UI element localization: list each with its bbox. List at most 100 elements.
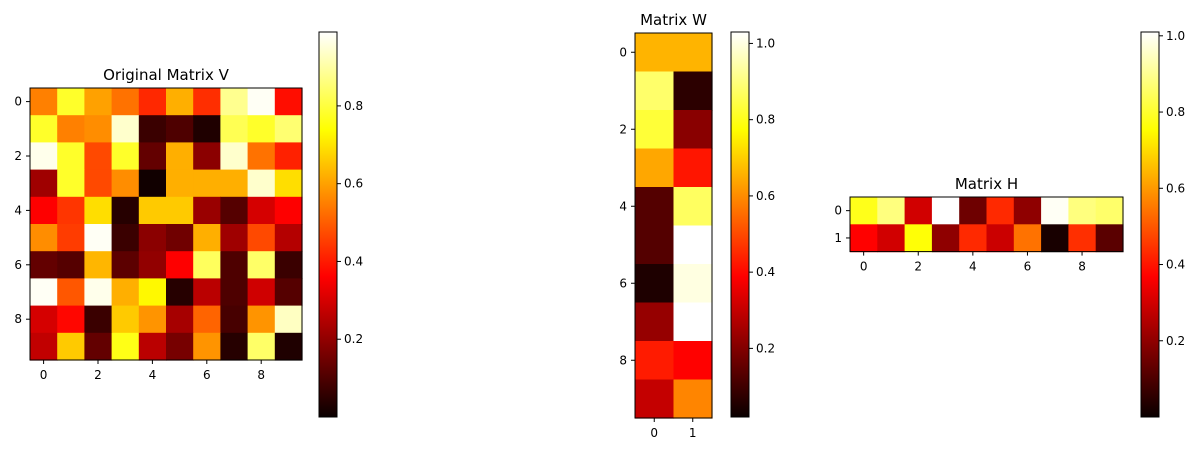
colorbar-tick-label: 0.6 [756,189,775,203]
heatmap-cell-2-1-6 [1013,224,1042,253]
heatmap-cell-0-2-0 [30,142,58,171]
heatmap-cell-0-3-7 [220,169,249,198]
colorbar-tick-label: 0.8 [1166,105,1185,119]
heatmap-cell-1-8-0 [635,341,675,381]
heatmap-cell-2-1-8 [1068,224,1097,253]
heatmap-cell-2-0-6 [1013,197,1042,225]
heatmap-cell-2-0-1 [877,197,906,225]
heatmap-cell-2-1-2 [904,224,933,253]
heatmap-cell-1-4-0 [635,187,675,227]
heatmap-cell-0-4-7 [220,196,249,225]
x-tick-label: 6 [203,368,211,382]
heatmap-cell-0-8-8 [247,305,276,334]
heatmap-cell-0-3-4 [138,169,167,198]
heatmap-cell-0-6-3 [111,251,140,279]
heatmap-cell-0-1-6 [193,115,221,143]
heatmap-cell-1-8-1 [673,341,713,381]
colorbar-tick-label: 0.8 [756,113,775,127]
heatmap-cell-0-7-6 [193,278,221,307]
colorbar-tick-label: 0.2 [1166,334,1185,348]
heatmap-cell-0-8-1 [57,305,85,334]
y-tick-label: 2 [14,149,22,163]
heatmap-cell-1-2-1 [673,110,713,150]
heatmap-cell-1-5-0 [635,225,675,265]
heatmap-cell-0-8-4 [138,305,167,334]
heatmap-cell-0-0-6 [193,88,221,116]
heatmap-cell-0-7-8 [247,278,276,307]
heatmap-cell-0-6-8 [247,251,276,279]
heatmap-cell-0-5-6 [193,224,221,252]
heatmap-cell-0-2-2 [84,142,113,171]
heatmap-cell-0-0-7 [220,88,249,116]
heatmap-cell-0-6-9 [274,251,303,279]
heatmap-cell-0-8-6 [193,305,221,334]
heatmap-cell-2-0-5 [986,197,1015,225]
x-tick-label: 0 [860,260,868,274]
heatmap-cell-0-1-8 [247,115,276,143]
heatmap-cell-1-6-1 [673,264,713,304]
heatmap-cell-0-7-7 [220,278,249,307]
heatmap-cell-0-9-1 [57,332,85,361]
heatmap-cell-0-3-3 [111,169,140,198]
heatmap-cell-0-0-3 [111,88,140,116]
x-tick-label: 2 [94,368,102,382]
colorbar-tick-label: 0.4 [1166,258,1185,272]
heatmap-cell-2-1-4 [959,224,988,253]
heatmap-cell-1-2-0 [635,110,675,150]
heatmap-cell-2-1-5 [986,224,1015,253]
heatmap-cell-0-1-1 [57,115,85,143]
y-tick-label: 6 [14,258,22,272]
heatmap-cell-0-5-9 [274,224,303,252]
heatmap-cell-0-9-9 [274,332,303,361]
y-tick-label: 1 [834,231,842,245]
heatmap-cell-0-5-2 [84,224,113,252]
heatmap-cell-0-3-6 [193,169,221,198]
heatmap-cell-0-7-4 [138,278,167,307]
axes-frame [634,32,713,419]
heatmap-cell-0-3-8 [247,169,276,198]
x-tick-label: 6 [1024,260,1032,274]
heatmap-cell-0-2-9 [274,142,303,171]
heatmap-cell-0-9-3 [111,332,140,361]
heatmap-cell-0-6-7 [220,251,249,279]
heatmap-cell-0-9-4 [138,332,167,361]
heatmap-cell-0-4-5 [166,196,194,225]
heatmap-cell-1-9-0 [635,379,675,419]
heatmap-cell-0-1-5 [166,115,194,143]
heatmap-cell-0-2-6 [193,142,221,171]
heatmap-cell-0-6-2 [84,251,113,279]
heatmap-cell-0-1-4 [138,115,167,143]
heatmap-cell-2-0-3 [931,197,960,225]
chart-title: Matrix H [955,175,1018,193]
heatmap-cell-0-2-4 [138,142,167,171]
heatmap-cell-0-2-3 [111,142,140,171]
heatmap-cell-1-1-1 [673,71,713,111]
heatmap-cell-0-5-7 [220,224,249,252]
heatmap-cell-0-1-7 [220,115,249,143]
heatmap-cell-0-4-6 [193,196,221,225]
heatmap-cell-0-8-0 [30,305,58,334]
heatmap-cell-0-0-1 [57,88,85,116]
heatmap-cell-2-1-7 [1041,224,1069,253]
y-tick-label: 4 [14,203,22,217]
heatmap-cell-2-1-9 [1095,224,1124,253]
heatmap-cell-0-9-7 [220,332,249,361]
heatmap-cell-0-3-9 [274,169,303,198]
heatmap-cell-0-9-5 [166,332,194,361]
heatmap-cell-0-1-0 [30,115,58,143]
heatmap-cell-0-7-2 [84,278,113,307]
heatmap-cell-0-4-1 [57,196,85,225]
heatmap-cell-0-9-6 [193,332,221,361]
heatmap-cell-0-2-1 [57,142,85,171]
colorbar-tick-label: 0.4 [344,254,363,268]
colorbar-tick-label: 0.8 [344,99,363,113]
heatmap-cell-1-5-1 [673,225,713,265]
heatmap-cell-0-6-5 [166,251,194,279]
heatmap-cell-1-9-1 [673,379,713,419]
heatmap-cell-0-5-1 [57,224,85,252]
heatmap-cell-0-6-0 [30,251,58,279]
y-tick-label: 6 [619,276,627,290]
x-tick-label: 8 [257,368,265,382]
y-tick-label: 4 [619,199,627,213]
heatmap-cell-0-6-4 [138,251,167,279]
